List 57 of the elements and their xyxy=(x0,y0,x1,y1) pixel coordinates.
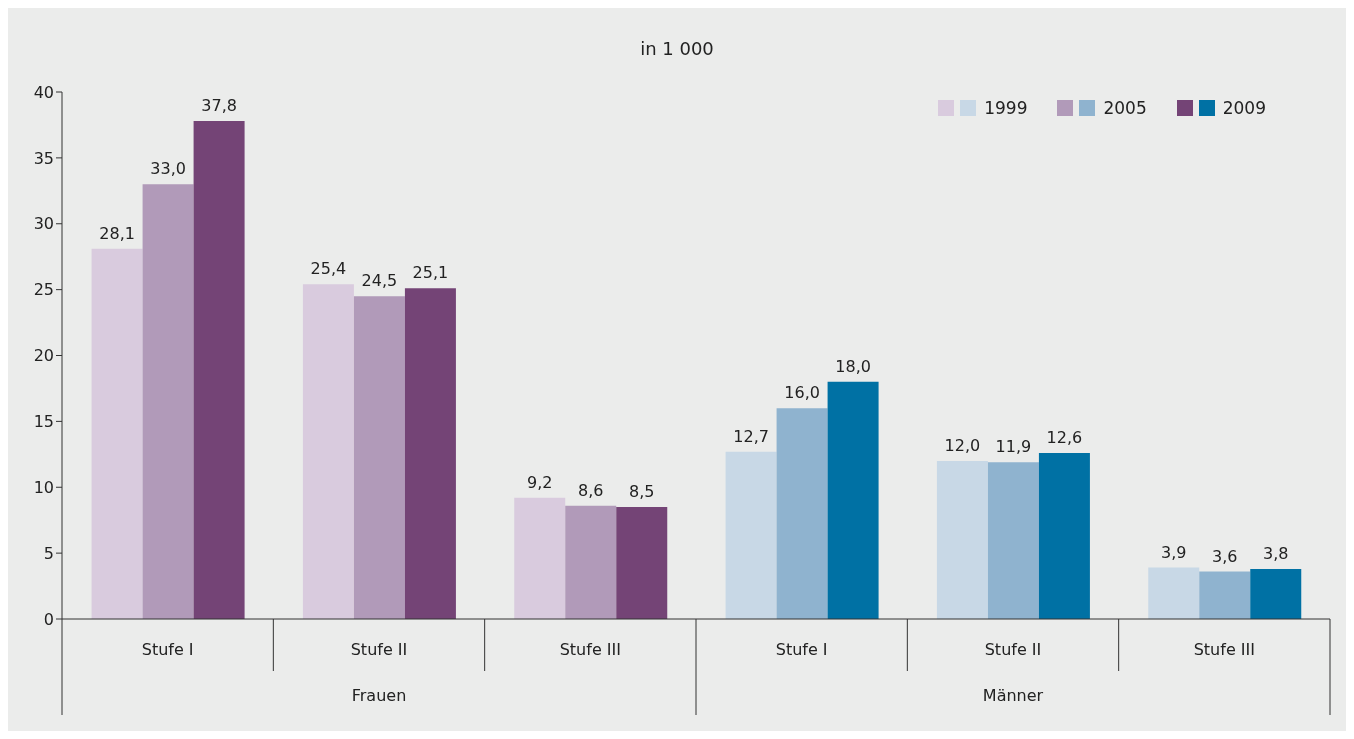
y-tick-label: 25 xyxy=(33,280,54,300)
y-tick-label: 0 xyxy=(43,609,54,629)
bar xyxy=(987,462,1039,619)
data-label: 37,8 xyxy=(201,95,237,115)
data-label: 8,6 xyxy=(578,480,604,500)
data-label: 3,9 xyxy=(1161,542,1187,562)
bar xyxy=(91,248,143,619)
text: Männer xyxy=(982,686,1044,705)
bar xyxy=(1250,568,1302,619)
y-tick-label: 5 xyxy=(43,543,54,563)
data-label: 3,6 xyxy=(1212,546,1238,566)
bar xyxy=(936,460,988,619)
bar xyxy=(565,505,617,619)
x-tick-label: Stufe I xyxy=(141,640,194,659)
data-label: 25,1 xyxy=(412,263,449,283)
y-tick-label: 30 xyxy=(33,214,54,234)
chart-title: in 1 000 xyxy=(639,38,715,59)
data-label: 11,9 xyxy=(995,437,1032,457)
data-label: 12,6 xyxy=(1046,427,1083,447)
x-tick-label: Stufe II xyxy=(984,640,1042,659)
x-tick-label: Stufe III xyxy=(559,640,621,659)
bar xyxy=(725,451,777,619)
y-tick-label: 40 xyxy=(33,82,54,102)
bar xyxy=(142,184,194,619)
data-label: 24,5 xyxy=(361,271,398,291)
bar xyxy=(302,284,354,619)
x-tick-label: Stufe III xyxy=(1193,640,1255,659)
legend-label: 1999 xyxy=(984,98,1028,118)
text: Frauen xyxy=(351,686,407,705)
data-label: 16,0 xyxy=(784,383,820,403)
data-label: 25,4 xyxy=(310,259,347,279)
bar xyxy=(1148,567,1200,619)
data-label: 12,0 xyxy=(944,435,981,455)
data-label: 8,5 xyxy=(629,482,655,502)
y-tick-label: 10 xyxy=(33,477,54,497)
bar xyxy=(353,296,405,619)
bar xyxy=(616,507,668,619)
data-label: 33,0 xyxy=(150,159,186,179)
legend-label: 2005 xyxy=(1103,98,1147,118)
x-tick-label: Stufe II xyxy=(350,640,408,659)
data-label: 18,0 xyxy=(835,356,871,376)
bar xyxy=(776,408,828,619)
x-tick-label: Stufe I xyxy=(775,640,828,659)
data-label: 3,8 xyxy=(1263,543,1289,563)
bar xyxy=(827,381,879,619)
data-label: 28,1 xyxy=(99,223,135,243)
data-label: 12,7 xyxy=(733,426,769,446)
y-tick-label: 20 xyxy=(33,346,54,366)
y-tick-label: 15 xyxy=(33,412,54,432)
y-tick-label: 35 xyxy=(33,148,54,168)
bar xyxy=(404,288,456,619)
bar xyxy=(1038,453,1090,619)
data-label: 9,2 xyxy=(527,472,553,492)
bar xyxy=(514,497,566,619)
legend-label: 2009 xyxy=(1222,98,1266,118)
bar xyxy=(193,120,245,619)
bar xyxy=(1199,571,1251,619)
